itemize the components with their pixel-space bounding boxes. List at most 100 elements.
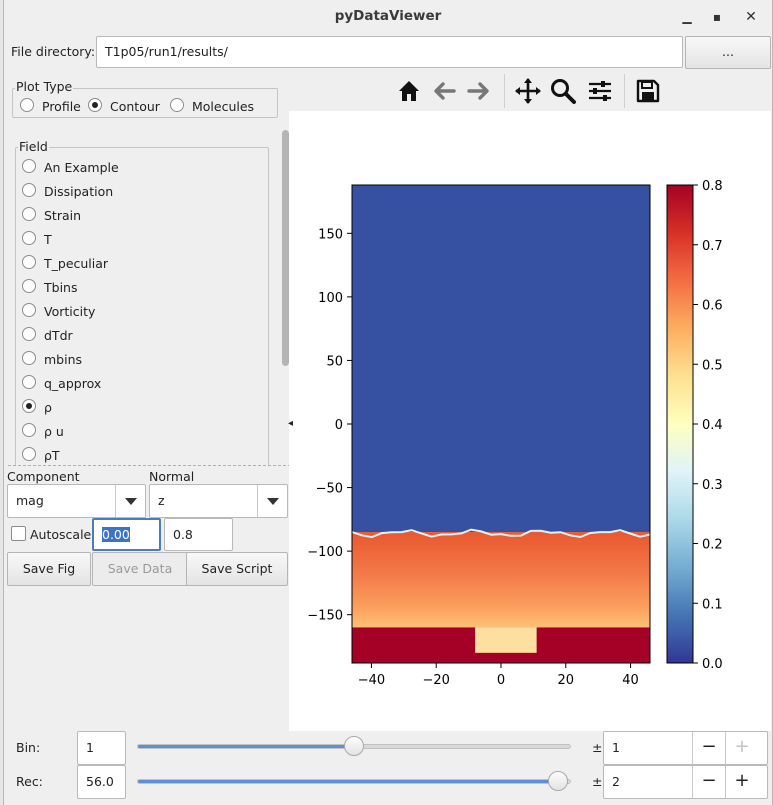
back-arrow-icon[interactable]	[430, 77, 458, 105]
color-min-input[interactable]: 0.00	[92, 518, 161, 551]
y-tick-label: 50	[326, 354, 343, 369]
field-radio[interactable]	[22, 231, 36, 245]
field-item-label: q_approx	[44, 376, 102, 391]
toolbar-separator	[624, 74, 625, 108]
field-item-label: T_peculiar	[44, 256, 109, 271]
colorbar-tick-label: 0.3	[702, 478, 723, 493]
x-tick-label: 40	[622, 673, 639, 688]
rec-plus-button[interactable]: +	[725, 766, 758, 798]
save-icon[interactable]	[634, 77, 662, 105]
chevron-down-icon[interactable]	[115, 485, 145, 517]
forward-arrow-icon[interactable]	[465, 77, 493, 105]
home-icon[interactable]	[395, 77, 423, 105]
field-item-label: ρ	[44, 400, 52, 415]
plot-type-group	[12, 88, 278, 118]
component-label: Component	[7, 469, 80, 484]
component-select[interactable]: mag	[7, 484, 146, 518]
field-radio[interactable]	[22, 279, 36, 293]
x-tick-label: −40	[358, 673, 385, 688]
close-icon[interactable]: ✕	[745, 9, 757, 25]
splitter-handle[interactable]: ◂	[288, 418, 294, 429]
normal-label: Normal	[149, 469, 195, 484]
y-tick-label: −100	[307, 545, 343, 560]
field-item-label: ρT	[44, 448, 60, 463]
x-tick-label: 20	[558, 673, 575, 688]
field-radio[interactable]	[22, 303, 36, 317]
field-radio[interactable]	[22, 399, 36, 413]
bin-plus-button[interactable]: +	[725, 732, 758, 764]
plot-type-title: Plot Type	[15, 79, 74, 94]
bin-slider-handle[interactable]	[344, 736, 364, 756]
bin-pm-label: ±	[592, 740, 603, 755]
save-data-button[interactable]: Save Data	[92, 552, 188, 586]
heatmap-image	[351, 185, 651, 663]
pan-icon[interactable]	[514, 77, 542, 105]
field-radio[interactable]	[22, 183, 36, 197]
colorbar	[666, 184, 694, 664]
field-radio[interactable]	[22, 207, 36, 221]
save-fig-button[interactable]: Save Fig	[7, 552, 91, 586]
colorbar-tick-label: 0.7	[702, 239, 723, 254]
field-item-label: mbins	[44, 352, 83, 367]
configure-subplots-icon[interactable]	[586, 77, 614, 105]
toolbar-separator	[504, 74, 505, 108]
plot-type-label: Molecules	[192, 99, 255, 114]
field-item-label: Strain	[44, 208, 82, 223]
field-radio[interactable]	[22, 423, 36, 437]
y-tick-label: −150	[307, 609, 343, 624]
plot-type-radio-contour[interactable]	[88, 98, 102, 112]
field-item-label: Dissipation	[44, 184, 114, 199]
maximize-icon[interactable]: ▪	[712, 10, 722, 24]
rec-pm-label: ±	[592, 774, 603, 789]
colorbar-tick-label: 0.5	[702, 358, 723, 373]
rec-input[interactable]: 56.0	[77, 765, 126, 799]
zoom-icon[interactable]	[549, 77, 577, 105]
normal-select[interactable]: z	[149, 484, 288, 518]
bin-slider-fill	[138, 745, 355, 748]
field-radio[interactable]	[22, 327, 36, 341]
rec-step-value: 2	[612, 774, 620, 789]
plot-type-label: Contour	[110, 99, 160, 114]
bin-minus-button[interactable]: −	[692, 732, 725, 764]
autoscale-label: Autoscale	[30, 527, 92, 542]
field-radio[interactable]	[22, 159, 36, 173]
y-tick-label: 150	[318, 227, 343, 242]
color-max-input[interactable]: 0.8	[164, 518, 233, 551]
rec-slider-handle[interactable]	[547, 771, 568, 791]
field-group	[15, 147, 269, 465]
y-tick-label: −50	[316, 482, 343, 497]
rec-slider[interactable]	[137, 779, 571, 784]
y-tick-label: 0	[335, 418, 343, 433]
field-item-label: ρ u	[44, 424, 64, 439]
field-item-label: An Example	[44, 160, 119, 175]
field-radio[interactable]	[22, 255, 36, 269]
bin-input[interactable]: 1	[77, 731, 126, 765]
plot-type-label: Profile	[42, 99, 81, 114]
minimize-icon[interactable]: ▁	[682, 10, 692, 24]
normal-value: z	[158, 493, 165, 508]
field-scroll-area[interactable]: Field An Example Dissipation Strain T T_pecu…	[8, 128, 291, 466]
rec-minus-button[interactable]: −	[692, 766, 725, 798]
chevron-down-icon[interactable]	[257, 485, 287, 517]
y-tick-label: 100	[318, 291, 343, 306]
plot-type-radio-molecules[interactable]	[170, 98, 184, 112]
browse-button[interactable]: ...	[685, 36, 771, 69]
rec-step-spinbox[interactable]: 2 − +	[603, 765, 768, 799]
x-tick-label: −20	[422, 673, 449, 688]
plot-type-radio-profile[interactable]	[20, 98, 34, 112]
heatmap-region-mid	[352, 532, 650, 628]
field-scrollbar-handle[interactable]	[282, 130, 289, 366]
colorbar-tick-label: 0.2	[702, 538, 723, 553]
bin-step-spinbox[interactable]: 1 − +	[603, 731, 768, 765]
heatmap-region-low	[352, 185, 650, 533]
field-radio[interactable]	[22, 375, 36, 389]
field-radio[interactable]	[22, 351, 36, 365]
file-directory-label: File directory:	[11, 44, 96, 59]
save-script-button[interactable]: Save Script	[186, 552, 288, 586]
field-radio[interactable]	[22, 447, 36, 461]
title-bar: pyDataViewer ▁ ▪ ✕	[4, 0, 772, 33]
autoscale-checkbox[interactable]	[11, 526, 26, 541]
file-directory-input[interactable]: T1p05/run1/results/	[96, 36, 683, 68]
window-title: pyDataViewer	[334, 8, 442, 24]
